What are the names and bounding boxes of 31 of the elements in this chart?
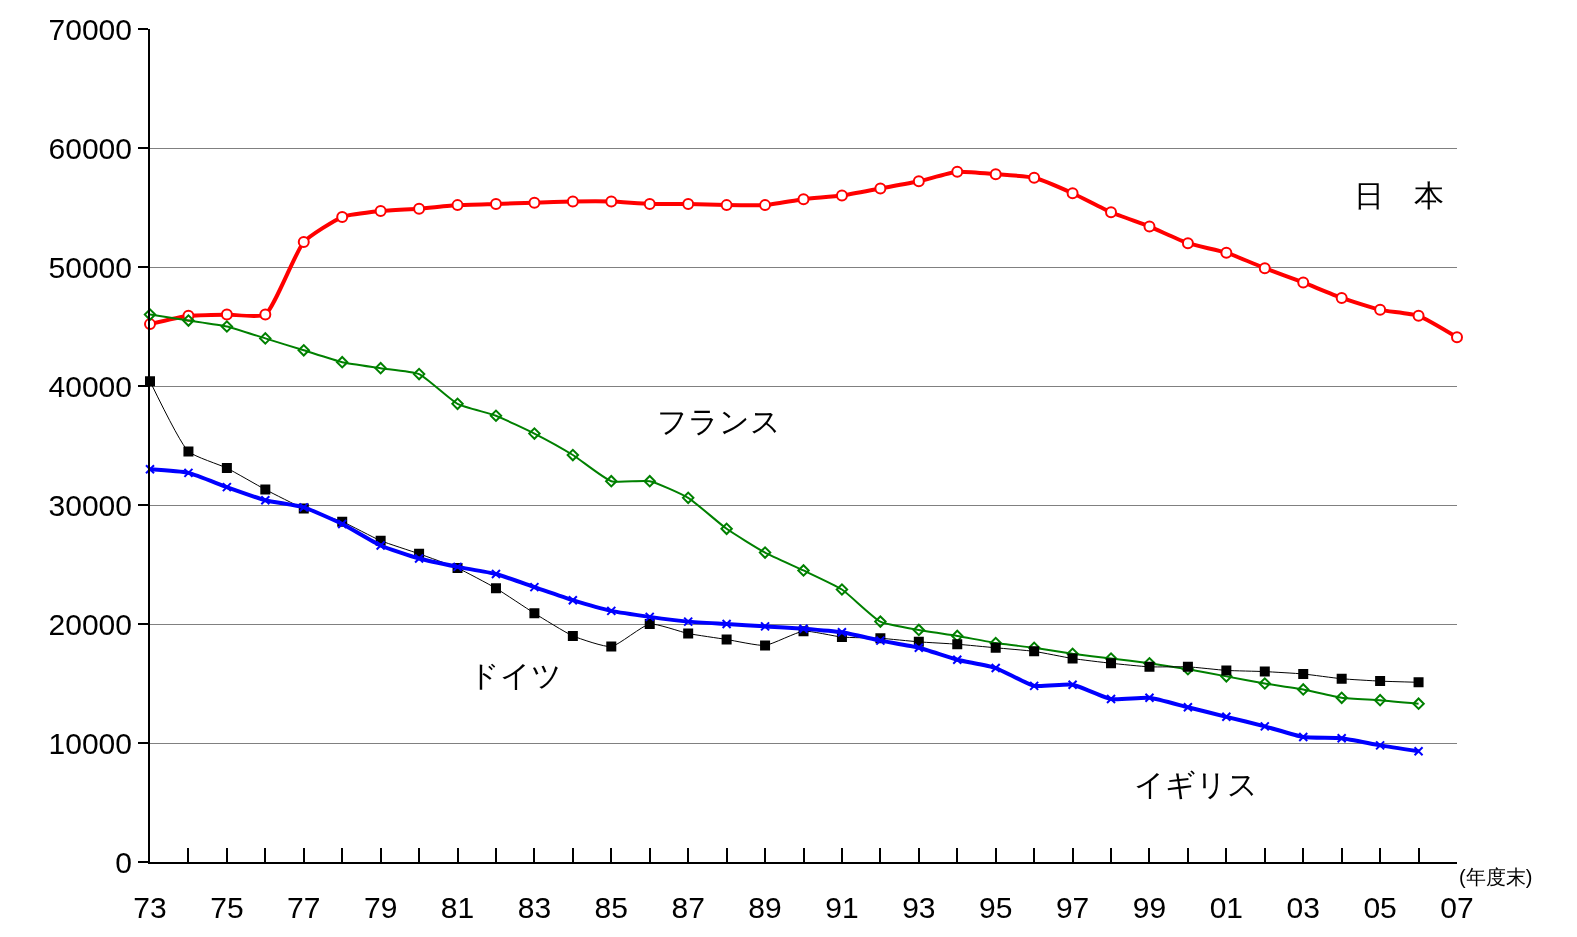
x-tick-label: 07 xyxy=(1440,891,1474,924)
y-tick-label: 20000 xyxy=(48,607,132,641)
y-tick-label: 30000 xyxy=(48,488,132,522)
y-tick-label: 70000 xyxy=(48,12,132,46)
x-tick-label: 91 xyxy=(825,891,859,924)
y-tick-label: 10000 xyxy=(48,726,132,760)
x-tick-label: 79 xyxy=(363,891,398,924)
x-tick-label: 87 xyxy=(671,891,705,924)
x-tick-label: 85 xyxy=(594,891,628,924)
series-label: イギリス xyxy=(1134,768,1258,801)
x-tick-label: 99 xyxy=(1132,891,1167,924)
x-tick-label: 95 xyxy=(979,891,1013,924)
text: 日 本 xyxy=(1354,179,1444,212)
y-tick-label: 60000 xyxy=(48,131,132,165)
y-tick-label: 50000 xyxy=(48,250,132,284)
x-tick-label: 77 xyxy=(287,891,321,924)
x-tick-label: 81 xyxy=(440,891,475,924)
x-tick-label: 93 xyxy=(902,891,936,924)
x-tick-label: 05 xyxy=(1363,891,1397,924)
y-tick-label: 0 xyxy=(115,845,132,879)
series-label: フランス xyxy=(657,405,781,438)
x-tick-label: 75 xyxy=(210,891,244,924)
x-tick-label: 01 xyxy=(1209,891,1244,924)
y-tick-label: 40000 xyxy=(48,369,132,403)
x-tick-label: 03 xyxy=(1286,891,1320,924)
x-tick-label: 97 xyxy=(1055,891,1090,924)
x-tick-label: 83 xyxy=(517,891,552,924)
x-axis-title: (年度末) xyxy=(1459,866,1533,888)
series-label: ドイツ xyxy=(469,659,562,692)
x-tick-label: 89 xyxy=(748,891,782,924)
x-tick-label: 73 xyxy=(133,891,167,924)
